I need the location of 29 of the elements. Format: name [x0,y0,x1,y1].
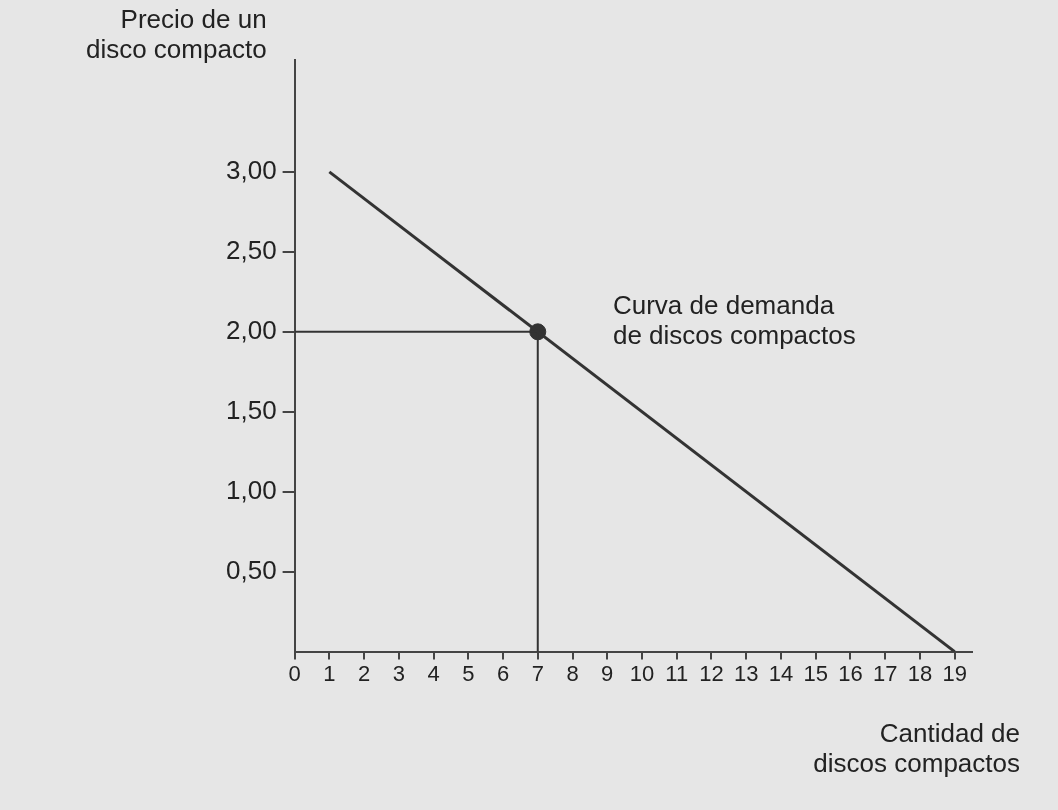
x-tick-label: 9 [601,660,614,686]
x-tick-label: 19 [942,660,967,686]
y-tick-label: 1,50 [225,394,277,425]
y-tick-label: 1,00 [225,474,277,505]
x-tick-label: 0 [288,660,301,686]
x-tick-label: 10 [629,660,655,686]
x-tick-label: 16 [838,660,863,686]
y-tick-label: 0,50 [225,554,277,585]
x-tick-label: 1 [323,660,336,686]
annotation: Curva de demanda de discos compactos [612,290,856,351]
x-tick-label: 6 [496,660,510,686]
x-tick-label: 2 [357,660,371,686]
y-tick-label: 2,50 [225,235,277,266]
y-tick-label: 2,00 [225,314,277,345]
x-tick-label: 12 [699,660,724,686]
x-axis-title: Cantidad de discos compactos [813,717,1020,778]
x-tick-label: 5 [462,660,475,686]
x-tick-label: 3 [392,660,405,686]
x-tick-label: 13 [733,660,759,686]
x-tick-label: 4 [427,660,440,686]
x-tick-label: 7 [531,660,544,686]
x-tick-label: 8 [566,660,579,686]
y-tick-label: 3,00 [225,155,277,186]
x-tick-label: 17 [872,660,898,686]
x-tick-label: 18 [907,660,933,686]
y-axis-title: Precio de un disco compacto [85,4,267,64]
x-tick-label: 14 [768,660,794,686]
x-tick-label: 11 [665,660,689,686]
x-tick-label: 15 [803,660,828,686]
